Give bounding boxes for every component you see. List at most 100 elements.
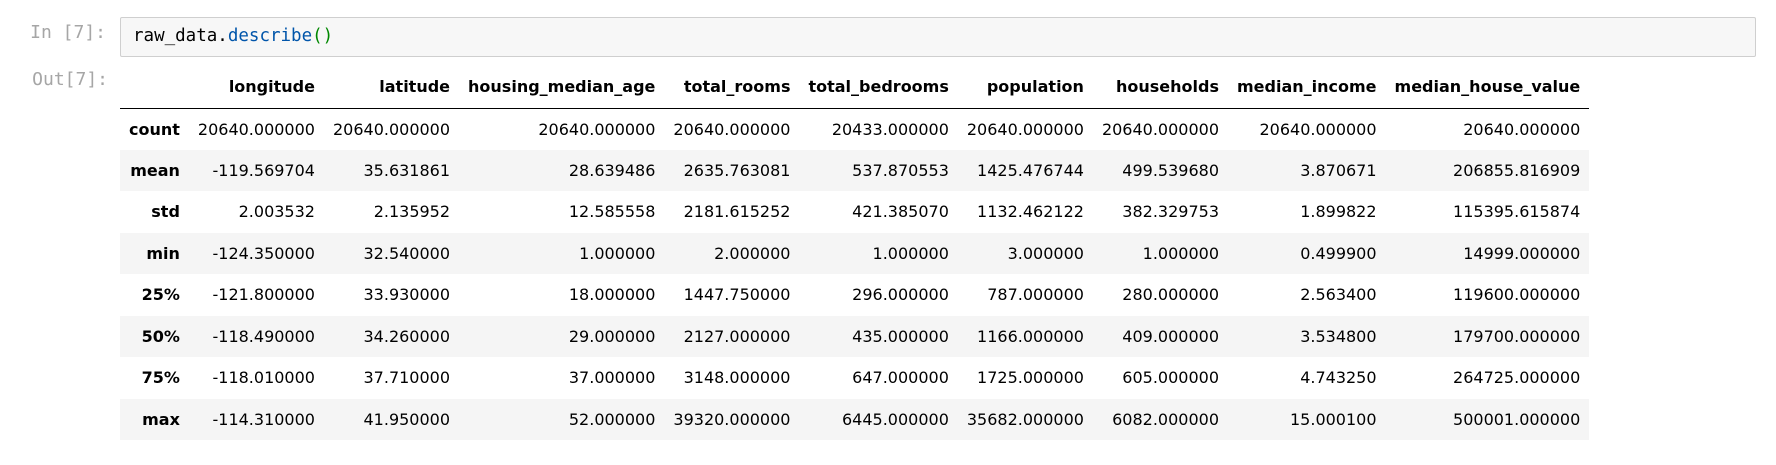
cell-output: longitude latitude housing_median_age to… [120, 66, 1590, 440]
table-cell: 1.000000 [872, 243, 949, 263]
table-cell: -121.800000 [212, 285, 315, 305]
table-row: 50% -118.490000 34.260000 29.000000 2127.000… [120, 315, 1590, 357]
row-index-label: count [129, 119, 180, 139]
column-header: longitude [188, 66, 324, 109]
table-row: max -114.310000 41.950000 52.000000 39320.00… [120, 398, 1590, 440]
table-cell: 20640.000000 [332, 119, 451, 139]
row-index-label: min [146, 243, 180, 263]
table-cell: 2.000000 [714, 243, 791, 263]
row-index-label: std [151, 202, 180, 222]
table-cell: 6082.000000 [1112, 409, 1219, 429]
table-cell: 409.000000 [1122, 326, 1219, 346]
code-variable: raw_data [133, 26, 218, 46]
table-cell: 20640.000000 [673, 119, 791, 139]
table-cell: -118.490000 [212, 326, 315, 346]
column-header: population [957, 66, 1093, 109]
table-cell: 14999.000000 [1463, 243, 1581, 263]
table-cell: 3.000000 [1007, 243, 1084, 263]
table-cell: 1.000000 [579, 243, 656, 263]
table-cell: 20433.000000 [831, 119, 949, 139]
table-cell: -118.010000 [212, 368, 315, 388]
row-index-label: max [142, 409, 180, 429]
table-body: count 20640.000000 20640.000000 20640.00000… [120, 108, 1590, 440]
table-cell: 20640.000000 [197, 119, 315, 139]
table-cell: 115395.615874 [1453, 202, 1581, 222]
table-cell: 2.135952 [373, 202, 451, 222]
row-index-label: 75% [141, 368, 180, 388]
table-cell: 421.385070 [852, 202, 949, 222]
input-prompt: In [7]: [30, 22, 106, 43]
column-header: total_bedrooms [799, 66, 958, 109]
table-row: 25% -121.800000 33.930000 18.000000 1447.750… [120, 274, 1590, 316]
table-cell: 179700.000000 [1453, 326, 1581, 346]
table-cell: 12.585558 [568, 202, 656, 222]
table-row: count 20640.000000 20640.000000 20640.00000… [120, 108, 1590, 150]
index-header [120, 66, 189, 109]
table-cell: 280.000000 [1122, 285, 1219, 305]
table-cell: 2181.615252 [683, 202, 791, 222]
column-header: total_rooms [664, 66, 800, 109]
describe-dataframe: longitude latitude housing_median_age to… [120, 66, 1590, 440]
row-index-label: mean [130, 160, 180, 180]
table-cell: 1425.476744 [977, 160, 1084, 180]
code-parens: () [312, 26, 334, 46]
table-cell: 52.000000 [568, 409, 656, 429]
table-cell: 37.710000 [363, 368, 451, 388]
table-cell: 37.000000 [568, 368, 656, 388]
table-cell: 537.870553 [852, 160, 949, 180]
row-index-label: 50% [141, 326, 180, 346]
table-cell: 787.000000 [987, 285, 1084, 305]
table-cell: 647.000000 [852, 368, 949, 388]
table-cell: 20640.000000 [1101, 119, 1219, 139]
table-row: 75% -118.010000 37.710000 37.000000 3148.000… [120, 357, 1590, 399]
table-cell: 1.899822 [1300, 202, 1377, 222]
table-cell: 2.003532 [238, 202, 315, 222]
table-cell: 18.000000 [568, 285, 656, 305]
table-cell: 500001.000000 [1453, 409, 1581, 429]
table-cell: 2127.000000 [683, 326, 791, 346]
table-cell: 2635.763081 [683, 160, 791, 180]
table-cell: 41.950000 [363, 409, 451, 429]
table-cell: 39320.000000 [673, 409, 791, 429]
table-cell: 6445.000000 [841, 409, 949, 429]
table-cell: 206855.816909 [1453, 160, 1581, 180]
table-cell: 1725.000000 [977, 368, 1084, 388]
table-row: mean -119.569704 35.631861 28.639486 2635.76… [120, 149, 1590, 191]
table-cell: 15.000100 [1290, 409, 1377, 429]
table-cell: 1.000000 [1142, 243, 1219, 263]
table-cell: 264725.000000 [1453, 368, 1581, 388]
table-cell: 29.000000 [568, 326, 656, 346]
table-cell: 35.631861 [363, 160, 451, 180]
header-row: longitude latitude housing_median_age to… [120, 66, 1590, 109]
table-cell: 34.260000 [363, 326, 451, 346]
table-cell: -124.350000 [212, 243, 315, 263]
table-cell: 20640.000000 [1463, 119, 1581, 139]
table-cell: 32.540000 [363, 243, 451, 263]
table-row: min -124.350000 32.540000 1.000000 2.000000 1… [120, 232, 1590, 274]
table-cell: 499.539680 [1122, 160, 1219, 180]
row-index-label: 25% [141, 285, 180, 305]
output-prompt: Out[7]: [32, 69, 108, 90]
code-dot: . [217, 26, 228, 46]
table-cell: 1447.750000 [683, 285, 791, 305]
table-cell: 3.534800 [1300, 326, 1377, 346]
column-header: median_house_value [1385, 66, 1590, 109]
table-cell: 20640.000000 [1259, 119, 1377, 139]
table-cell: 2.563400 [1300, 285, 1377, 305]
column-header: households [1092, 66, 1228, 109]
table-cell: 4.743250 [1300, 368, 1377, 388]
table-cell: 0.499900 [1300, 243, 1377, 263]
table-cell: 435.000000 [852, 326, 949, 346]
table-cell: 3.870671 [1300, 160, 1377, 180]
table-cell: 35682.000000 [966, 409, 1084, 429]
table-row: std 2.003532 2.135952 12.585558 2181.615252 4… [120, 191, 1590, 233]
table-cell: -114.310000 [212, 409, 315, 429]
table-cell: -119.569704 [212, 160, 315, 180]
table-cell: 119600.000000 [1453, 285, 1581, 305]
table-cell: 33.930000 [363, 285, 451, 305]
column-header: housing_median_age [459, 66, 665, 109]
table-cell: 382.329753 [1122, 202, 1219, 222]
code-cell-input[interactable]: raw_data.describe() [120, 17, 1756, 57]
column-header: latitude [323, 66, 460, 109]
